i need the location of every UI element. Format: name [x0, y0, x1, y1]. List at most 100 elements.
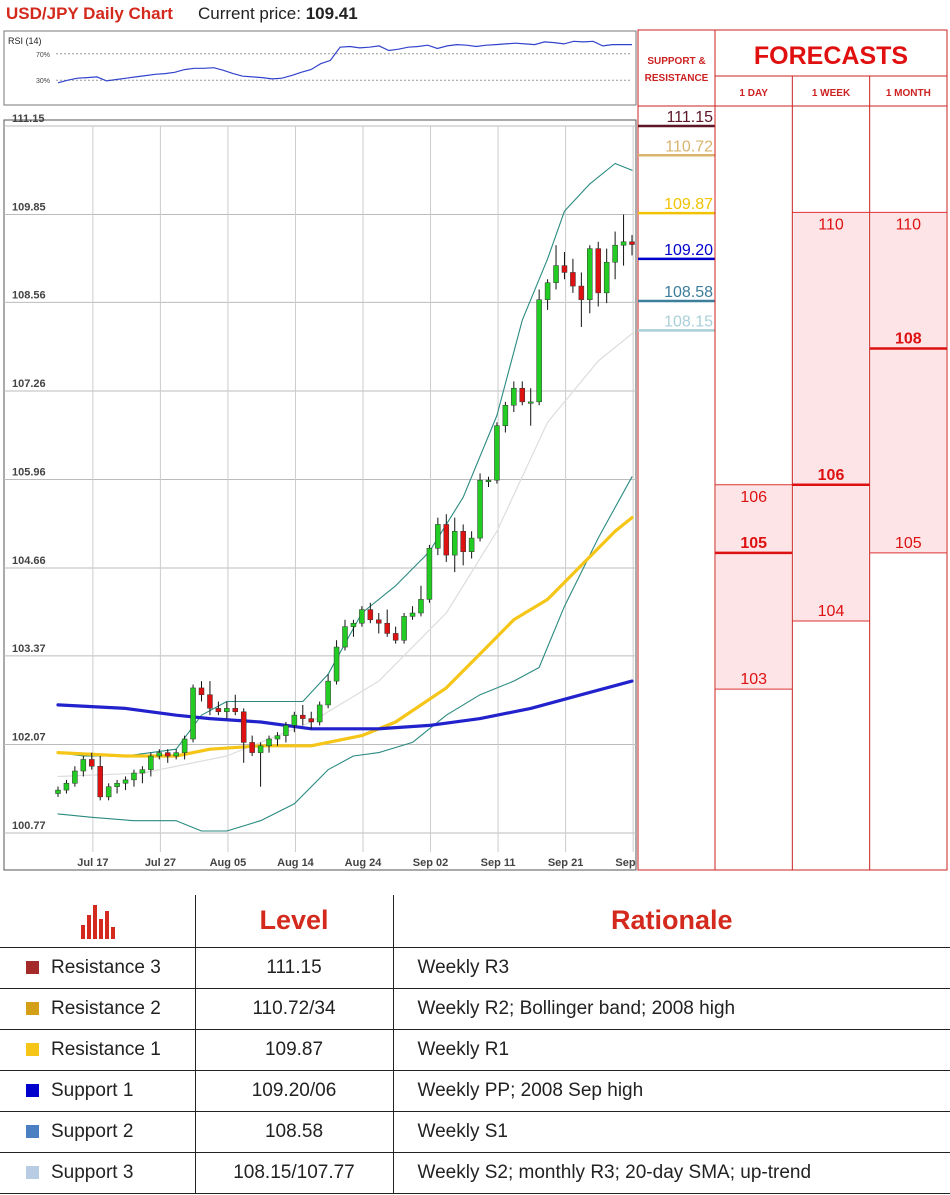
- candle: [570, 258, 576, 293]
- forecast-range-box: [793, 212, 869, 621]
- row-rationale: Weekly R2; Bollinger band; 2008 high: [393, 988, 950, 1030]
- candle-body: [97, 766, 103, 798]
- candle: [232, 694, 239, 716]
- candle-body: [80, 759, 87, 772]
- candle-body: [409, 612, 416, 617]
- y-tick-label: 108.56: [12, 289, 46, 301]
- row-name-cell: Resistance 2: [0, 988, 196, 1030]
- row-name: Resistance 3: [51, 956, 161, 978]
- level-color-swatch: [26, 1083, 39, 1097]
- y-tick-label: 111.15: [12, 113, 44, 125]
- sma-yellow-line: [56, 516, 634, 758]
- candle: [519, 381, 526, 406]
- candle: [249, 735, 255, 757]
- candle: [122, 776, 129, 791]
- row-level: 109.20/06: [195, 1070, 394, 1112]
- current-price-value: 109.41: [305, 4, 358, 23]
- candle-body: [105, 786, 112, 798]
- x-tick-label: Jul 27: [145, 857, 176, 869]
- current-price: Current price: 109.41: [198, 4, 358, 24]
- candle: [342, 619, 348, 651]
- row-name: Resistance 1: [51, 1038, 161, 1060]
- candle-body: [207, 694, 213, 709]
- candle-body: [89, 759, 95, 767]
- rationale-table: Level Rationale Resistance 3 111.15 Weekly…: [0, 895, 950, 1194]
- candle-body: [190, 687, 196, 740]
- candle: [207, 681, 213, 716]
- candle: [401, 612, 407, 644]
- y-tick-label: 100.77: [12, 820, 46, 832]
- row-rationale: Weekly S1: [393, 1111, 950, 1153]
- candle-body: [367, 609, 374, 621]
- candle: [105, 783, 112, 801]
- candle-body: [148, 755, 154, 770]
- rsi-frame: [3, 30, 637, 106]
- candle: [333, 640, 340, 685]
- candle-body: [333, 646, 340, 682]
- row-level: 108.58: [195, 1111, 394, 1153]
- table-row: Resistance 3 111.15 Weekly R3: [0, 947, 950, 989]
- forecast-value: 110: [818, 216, 844, 233]
- candle: [460, 524, 466, 566]
- candle: [148, 752, 154, 777]
- chart-title: USD/JPY Daily Chart: [6, 4, 173, 23]
- row-rationale: Weekly PP; 2008 Sep high: [393, 1070, 950, 1112]
- candle: [435, 517, 441, 556]
- row-name: Support 2: [51, 1120, 134, 1142]
- candle-body: [477, 479, 483, 539]
- candle-body: [224, 708, 230, 713]
- level-color-swatch: [26, 1001, 39, 1015]
- candle-body: [308, 718, 314, 723]
- forecasts-panel: FORECASTS 1 DAY 106 105 103 1 WEEK 110 106 104 1 …: [714, 29, 948, 871]
- row-level: 108.15/107.77: [195, 1152, 394, 1194]
- row-name: Resistance 2: [51, 997, 161, 1019]
- candle: [553, 245, 559, 290]
- forecast-column-header: 1 WEEK: [812, 88, 851, 99]
- candle: [139, 766, 146, 784]
- candle: [266, 735, 272, 753]
- candle-body: [578, 285, 585, 300]
- candle: [55, 786, 61, 797]
- sr-level-label: 109.20: [664, 242, 713, 259]
- row-name-cell: Support 3: [0, 1152, 196, 1194]
- candle: [300, 704, 306, 726]
- table-header-icon-cell: [0, 895, 196, 948]
- candle: [257, 742, 264, 787]
- candle-body: [63, 783, 70, 791]
- sma-20-line: [57, 333, 633, 778]
- candle: [198, 681, 205, 702]
- candle-body: [131, 772, 137, 781]
- candle-body: [527, 401, 534, 404]
- candle: [325, 674, 331, 709]
- table-header-rationale: Rationale: [393, 895, 950, 948]
- candle-body: [612, 244, 618, 263]
- y-tick-label: 107.26: [12, 378, 46, 390]
- candle: [291, 711, 298, 733]
- support-resistance-panel: SUPPORT & RESISTANCE 111.15 110.72 109.87 109…: [637, 29, 716, 871]
- y-tick-label: 105.96: [12, 467, 46, 479]
- row-name-cell: Resistance 1: [0, 1029, 196, 1071]
- candle-body: [55, 789, 61, 794]
- forecast-value: 105: [895, 535, 922, 552]
- row-level: 111.15: [195, 947, 394, 989]
- y-tick-label: 102.07: [12, 731, 46, 743]
- candle: [511, 381, 517, 413]
- candle: [72, 766, 78, 787]
- candle: [215, 701, 222, 716]
- row-level: 109.87: [195, 1029, 394, 1071]
- candle: [164, 749, 171, 763]
- sr-frame: [637, 29, 716, 871]
- candle: [443, 514, 450, 562]
- table-row: Support 1 109.20/06 Weekly PP; 2008 Sep hi…: [0, 1070, 950, 1112]
- sr-level-label: 108.58: [664, 284, 713, 301]
- table-row: Support 3 108.15/107.77 Weekly S2; monthly…: [0, 1152, 950, 1194]
- candle: [451, 517, 458, 573]
- candle-body: [502, 405, 509, 426]
- candle-body: [384, 622, 390, 634]
- candle-body: [156, 752, 163, 757]
- row-name-cell: Support 2: [0, 1111, 196, 1153]
- candle: [477, 473, 483, 542]
- rsi-tick-30: 30%: [36, 78, 50, 85]
- candle: [283, 721, 289, 743]
- current-price-label: Current price:: [198, 4, 301, 23]
